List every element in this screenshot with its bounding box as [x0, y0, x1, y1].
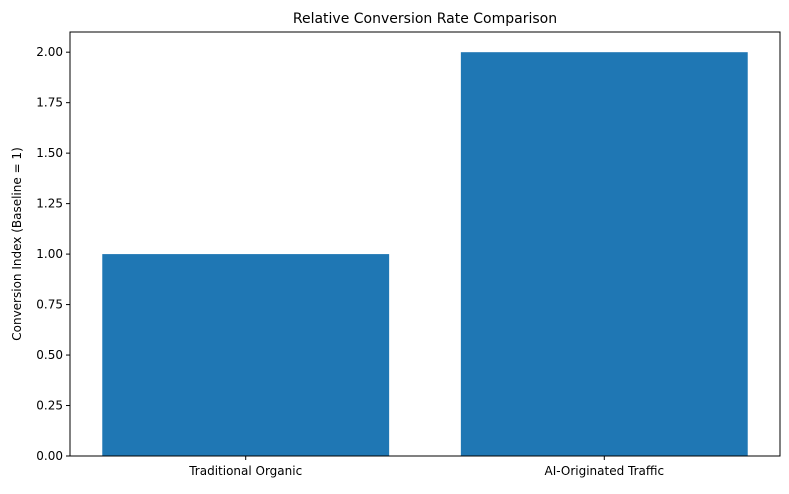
y-tick-label: 1.50 [36, 146, 63, 160]
x-tick-label: Traditional Organic [188, 464, 302, 478]
bar-1 [460, 52, 748, 456]
y-tick-label: 1.75 [36, 96, 63, 110]
y-tick-label: 1.00 [36, 247, 63, 261]
y-tick-label: 0.00 [36, 449, 63, 463]
y-tick-label: 0.50 [36, 348, 63, 362]
y-tick-label: 0.75 [36, 298, 63, 312]
chart-title: Relative Conversion Rate Comparison [293, 11, 557, 27]
plot-frame [69, 31, 781, 457]
y-tick-label: 0.25 [36, 399, 63, 413]
y-tick-label: 2.00 [36, 45, 63, 59]
y-axis-label: Conversion Index (Baseline = 1) [10, 147, 24, 341]
bar-0 [102, 254, 390, 456]
y-tick-label: 1.25 [36, 197, 63, 211]
x-tick-label: AI-Originated Traffic [544, 464, 664, 478]
